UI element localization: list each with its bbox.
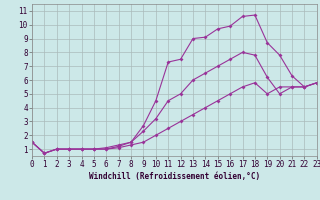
X-axis label: Windchill (Refroidissement éolien,°C): Windchill (Refroidissement éolien,°C): [89, 172, 260, 181]
